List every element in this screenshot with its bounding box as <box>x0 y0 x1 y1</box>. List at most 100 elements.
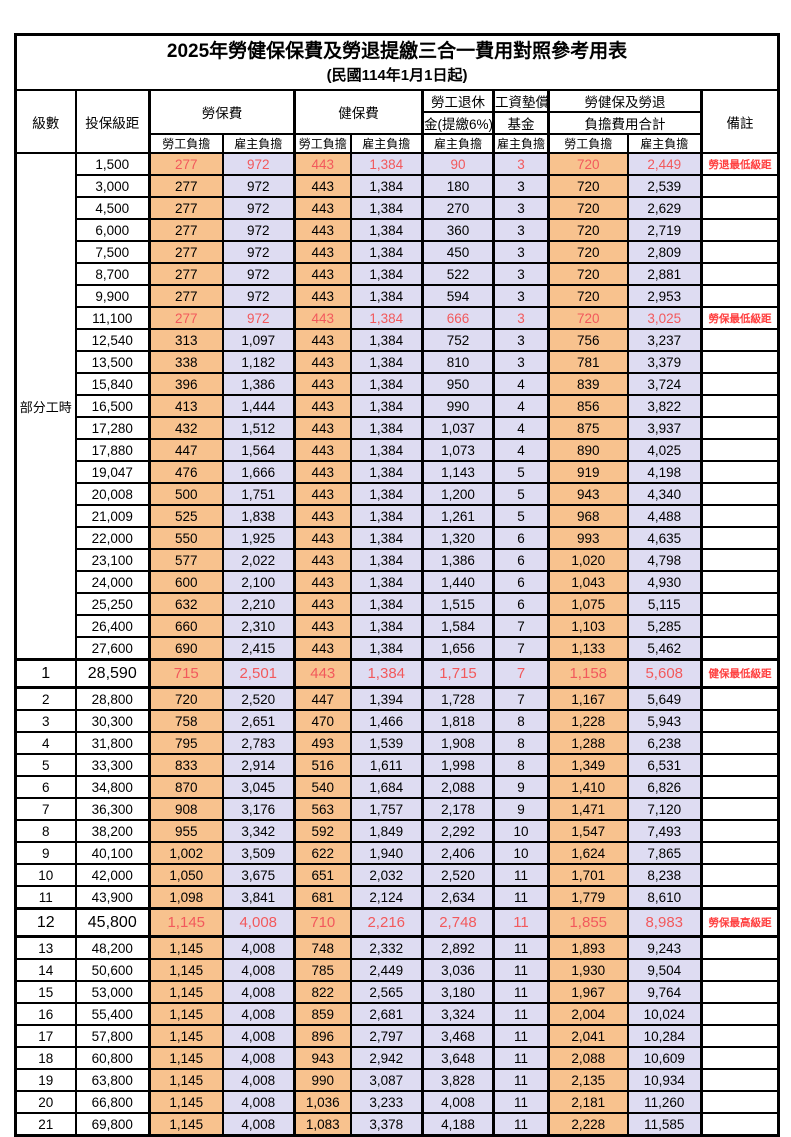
table-row: 4 31,800 795 2,783 493 1,539 1,908 8 1,288 6,238 <box>14 731 780 755</box>
table-row: 13 48,200 1,145 4,008 748 2,332 2,892 11 1,893 9,… <box>14 935 780 960</box>
value-cell: 2,797 <box>349 1024 424 1048</box>
value-cell: 632 <box>148 592 224 616</box>
value-cell: 2,651 <box>221 709 296 733</box>
value-cell: 443 <box>293 416 352 440</box>
value-cell: 1,967 <box>547 980 629 1004</box>
value-cell: 1,611 <box>349 753 424 777</box>
value-cell: 5,285 <box>626 614 703 638</box>
salary-cell: 30,300 <box>74 709 151 733</box>
value-cell: 2,228 <box>547 1112 629 1137</box>
value-cell: 2,041 <box>547 1024 629 1048</box>
value-cell: 955 <box>148 819 224 843</box>
value-cell: 2,181 <box>547 1090 629 1114</box>
value-cell: 810 <box>421 350 495 374</box>
remark-cell <box>699 482 780 506</box>
value-cell: 3,937 <box>626 416 703 440</box>
value-cell: 1,410 <box>547 775 629 799</box>
value-cell: 822 <box>293 980 352 1004</box>
salary-cell: 40,100 <box>74 841 151 865</box>
value-cell: 839 <box>547 372 629 396</box>
value-cell: 277 <box>148 284 224 308</box>
value-cell: 4 <box>492 416 550 440</box>
value-cell: 2,565 <box>349 980 424 1004</box>
value-cell: 972 <box>221 240 296 264</box>
value-cell: 396 <box>148 372 224 396</box>
salary-cell: 38,200 <box>74 819 151 843</box>
salary-cell: 8,700 <box>74 262 151 286</box>
value-cell: 1,908 <box>421 731 495 755</box>
value-cell: 1,384 <box>349 504 424 528</box>
value-cell: 3,379 <box>626 350 703 374</box>
salary-cell: 27,600 <box>74 636 151 661</box>
value-cell: 9,243 <box>626 935 703 960</box>
level-cell: 7 <box>14 797 77 821</box>
value-cell: 1,930 <box>547 958 629 982</box>
value-cell: 4,008 <box>221 1090 296 1114</box>
value-cell: 8 <box>492 731 550 755</box>
value-cell: 5,462 <box>626 636 703 661</box>
salary-cell: 43,900 <box>74 885 151 910</box>
table-row: 17,880 447 1,564 443 1,384 1,073 4 890 4,025 <box>16 438 780 462</box>
table-row: 8 38,200 955 3,342 592 1,849 2,292 10 1,547 7,493 <box>14 819 780 843</box>
col-header-wage-fund-line1: 工資墊償 <box>492 89 550 113</box>
value-cell: 1,037 <box>421 416 495 440</box>
value-cell: 1,512 <box>221 416 296 440</box>
value-cell: 972 <box>221 196 296 220</box>
salary-cell: 11,100 <box>74 306 151 330</box>
salary-cell: 17,880 <box>74 438 151 462</box>
value-cell: 3,648 <box>421 1046 495 1070</box>
salary-cell: 55,400 <box>74 1002 151 1026</box>
value-cell: 2,124 <box>349 885 424 910</box>
value-cell: 1,584 <box>421 614 495 638</box>
value-cell: 651 <box>293 863 352 887</box>
level-cell: 4 <box>14 731 77 755</box>
value-cell: 1,728 <box>421 686 495 711</box>
value-cell: 11 <box>492 1002 550 1026</box>
value-cell: 5 <box>492 460 550 484</box>
value-cell: 443 <box>293 284 352 308</box>
value-cell: 1,466 <box>349 709 424 733</box>
table-row: 9 40,100 1,002 3,509 622 1,940 2,406 10 1,624 7,8… <box>14 841 780 865</box>
subheader-employer-share: 雇主負擔 <box>221 133 296 154</box>
value-cell: 1,384 <box>349 328 424 352</box>
col-header-pension-line2: 金(提繳6%) <box>421 111 495 135</box>
salary-cell: 53,000 <box>74 980 151 1004</box>
value-cell: 443 <box>293 196 352 220</box>
salary-cell: 22,000 <box>74 526 151 550</box>
value-cell: 4,008 <box>221 958 296 982</box>
value-cell: 3 <box>492 306 550 330</box>
table-row: 10 42,000 1,050 3,675 651 2,032 2,520 11 1,701 8,… <box>14 863 780 887</box>
value-cell: 7,120 <box>626 797 703 821</box>
value-cell: 443 <box>293 328 352 352</box>
remark-cell <box>699 526 780 550</box>
value-cell: 525 <box>148 504 224 528</box>
value-cell: 972 <box>221 262 296 286</box>
value-cell: 1,384 <box>349 526 424 550</box>
value-cell: 413 <box>148 394 224 418</box>
value-cell: 1,384 <box>349 174 424 198</box>
value-cell: 9 <box>492 775 550 799</box>
table-row: 9,900 277 972 443 1,384 594 3 720 2,953 <box>16 284 780 308</box>
salary-cell: 60,800 <box>74 1046 151 1070</box>
value-cell: 2,178 <box>421 797 495 821</box>
value-cell: 859 <box>293 1002 352 1026</box>
value-cell: 3 <box>492 152 550 176</box>
value-cell: 4,008 <box>221 980 296 1004</box>
value-cell: 277 <box>148 306 224 330</box>
value-cell: 277 <box>148 240 224 264</box>
salary-cell: 25,250 <box>74 592 151 616</box>
header-row-1: 級數 投保級距 勞保費 健保費 勞工退休 工資墊償 勞健保及勞退 備註 <box>14 89 780 154</box>
table-row: 3,000 277 972 443 1,384 180 3 720 2,539 <box>16 174 780 198</box>
value-cell: 943 <box>293 1046 352 1070</box>
value-cell: 833 <box>148 753 224 777</box>
remark-cell <box>699 1112 780 1137</box>
value-cell: 3,822 <box>626 394 703 418</box>
col-header-total-line1: 勞健保及勞退 <box>547 89 703 113</box>
value-cell: 10,609 <box>626 1046 703 1070</box>
value-cell: 3 <box>492 350 550 374</box>
remark-cell <box>699 1024 780 1048</box>
value-cell: 720 <box>148 686 224 711</box>
salary-cell: 33,300 <box>74 753 151 777</box>
value-cell: 500 <box>148 482 224 506</box>
value-cell: 2,629 <box>626 196 703 220</box>
